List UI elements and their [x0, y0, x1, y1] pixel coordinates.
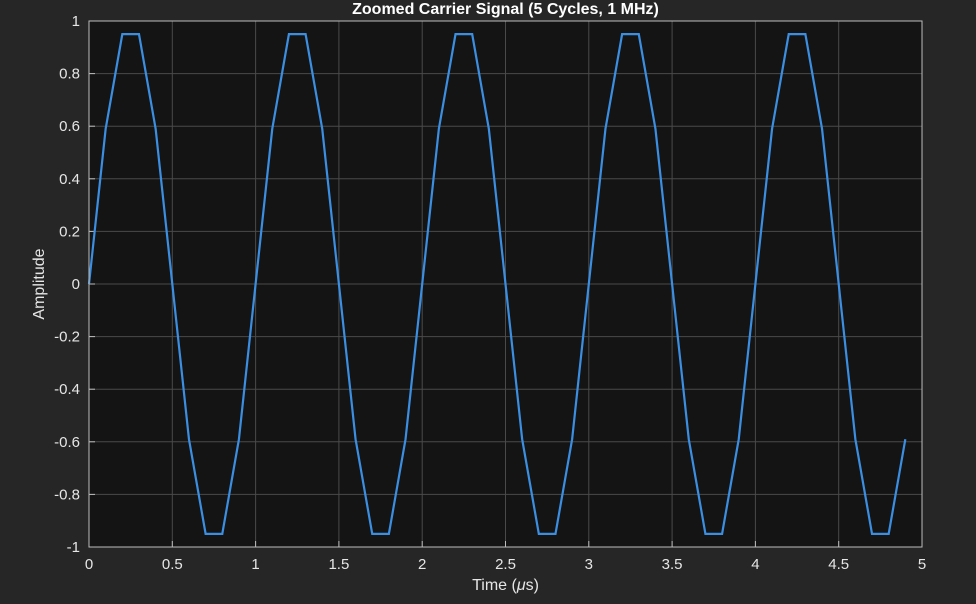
y-tick-label: 0.6: [59, 118, 80, 135]
y-axis-label: Amplitude: [31, 248, 48, 319]
x-axis-label-unit: s): [526, 577, 539, 594]
y-tick-label: 0: [72, 276, 80, 293]
y-tick-label: 0.4: [59, 171, 80, 188]
x-axis-label-text: Time (: [472, 577, 517, 594]
chart-title: Zoomed Carrier Signal (5 Cycles, 1 MHz): [352, 1, 659, 18]
series-group: [87, 33, 907, 535]
x-tick-label: 0.5: [162, 556, 183, 573]
series-line-1: [87, 33, 907, 535]
x-tick-label: 2.5: [495, 556, 516, 573]
axes-box: [88, 20, 923, 548]
y-tick-labels: 1 0.8 0.6 0.4 0.2 0 -0.2 -0.4 -0.6 -0.8 -1: [54, 13, 80, 556]
x-tick-label: 5: [918, 556, 926, 573]
x-tick-label: 1: [251, 556, 259, 573]
y-tick-label: 0.8: [59, 66, 80, 83]
y-tick-label: 1: [72, 13, 80, 30]
y-tick-label: -0.8: [54, 486, 80, 503]
x-axis-label-mu: μ: [516, 577, 526, 594]
y-tick-label: -0.4: [54, 381, 80, 398]
x-tick-label: 1.5: [328, 556, 349, 573]
x-tick-label: 2: [418, 556, 426, 573]
x-tick-label: 3.5: [662, 556, 683, 573]
x-tick-label: 4: [751, 556, 759, 573]
y-tick-label: 0.2: [59, 223, 80, 240]
x-tick-label: 0: [85, 556, 93, 573]
y-tick-label: -1: [67, 539, 80, 556]
y-tick-label: -0.6: [54, 434, 80, 451]
x-tick-label: 3: [585, 556, 593, 573]
x-axis-label: Time (μs): [472, 577, 539, 594]
x-tick-label: 4.5: [828, 556, 849, 573]
x-tick-labels: 0 0.5 1 1.5 2 2.5 3 3.5 4 4.5 5: [85, 556, 926, 573]
y-tick-label: -0.2: [54, 329, 80, 346]
